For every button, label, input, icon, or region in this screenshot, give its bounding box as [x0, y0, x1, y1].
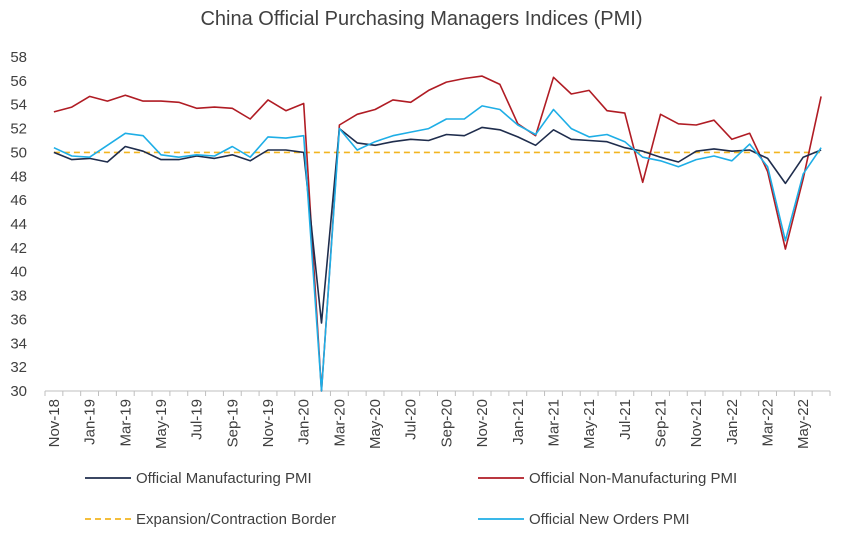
legend-label-1: Official Non-Manufacturing PMI: [529, 470, 737, 487]
x-tick-label: Jan-19: [82, 399, 99, 445]
x-tick-label: Mar-19: [117, 399, 134, 447]
y-tick-label: 54: [10, 97, 27, 114]
x-tick-label: Mar-21: [545, 399, 562, 447]
y-tick-label: 32: [10, 359, 27, 376]
y-tick-label: 42: [10, 240, 27, 257]
y-tick-label: 46: [10, 192, 27, 209]
x-tick-label: Jan-20: [296, 399, 313, 445]
x-tick-label: Jan-21: [510, 399, 527, 445]
x-tick-label: Sep-20: [438, 399, 455, 447]
x-tick-label: Sep-21: [653, 399, 670, 447]
legend-layer: Official Manufacturing PMI Official Non-M…: [85, 470, 737, 528]
chart-title: China Official Purchasing Managers Indic…: [200, 8, 643, 30]
legend-label-0: Official Manufacturing PMI: [136, 470, 312, 487]
x-tick-label: Nov-20: [474, 399, 491, 447]
x-tick-label: May-22: [795, 399, 812, 449]
x-tick-label: Nov-21: [688, 399, 705, 447]
x-tick-label: May-20: [367, 399, 384, 449]
y-tick-label: 40: [10, 264, 27, 281]
legend-label-2: Expansion/Contraction Border: [136, 511, 336, 528]
x-tick-label: Jul-20: [403, 399, 420, 440]
x-tick-label: Jan-22: [724, 399, 741, 445]
x-tick-label: Nov-19: [260, 399, 277, 447]
series-line-1: [53, 75, 822, 392]
x-tick-label: Mar-20: [331, 399, 348, 447]
x-tick-label: Jul-21: [617, 399, 634, 440]
y-tick-label: 48: [10, 168, 27, 185]
x-tick-label: May-19: [153, 399, 170, 449]
y-tick-label: 50: [10, 144, 27, 161]
y-tick-label: 52: [10, 121, 27, 138]
x-tick-label: Jul-19: [189, 399, 206, 440]
axes-layer: 30 32 34 36 38 40 42 44 46 48 50 52 54 56 58 Nov-18 Jan-…: [10, 49, 831, 449]
series-layer: [53, 75, 822, 392]
series-line-0: [53, 126, 822, 324]
x-tick-label: Nov-18: [46, 399, 63, 447]
y-tick-label: 34: [10, 335, 27, 352]
series-line-3: [53, 105, 822, 392]
y-tick-label: 56: [10, 73, 27, 90]
y-tick-label: 58: [10, 49, 27, 66]
legend-label-3: Official New Orders PMI: [529, 511, 690, 528]
y-tick-label: 36: [10, 311, 27, 328]
x-tick-label: Sep-19: [224, 399, 241, 447]
x-tick-label: Mar-22: [760, 399, 777, 447]
x-tick-label: May-21: [581, 399, 598, 449]
y-tick-label: 38: [10, 288, 27, 305]
y-tick-label: 44: [10, 216, 27, 233]
y-tick-label: 30: [10, 383, 27, 400]
